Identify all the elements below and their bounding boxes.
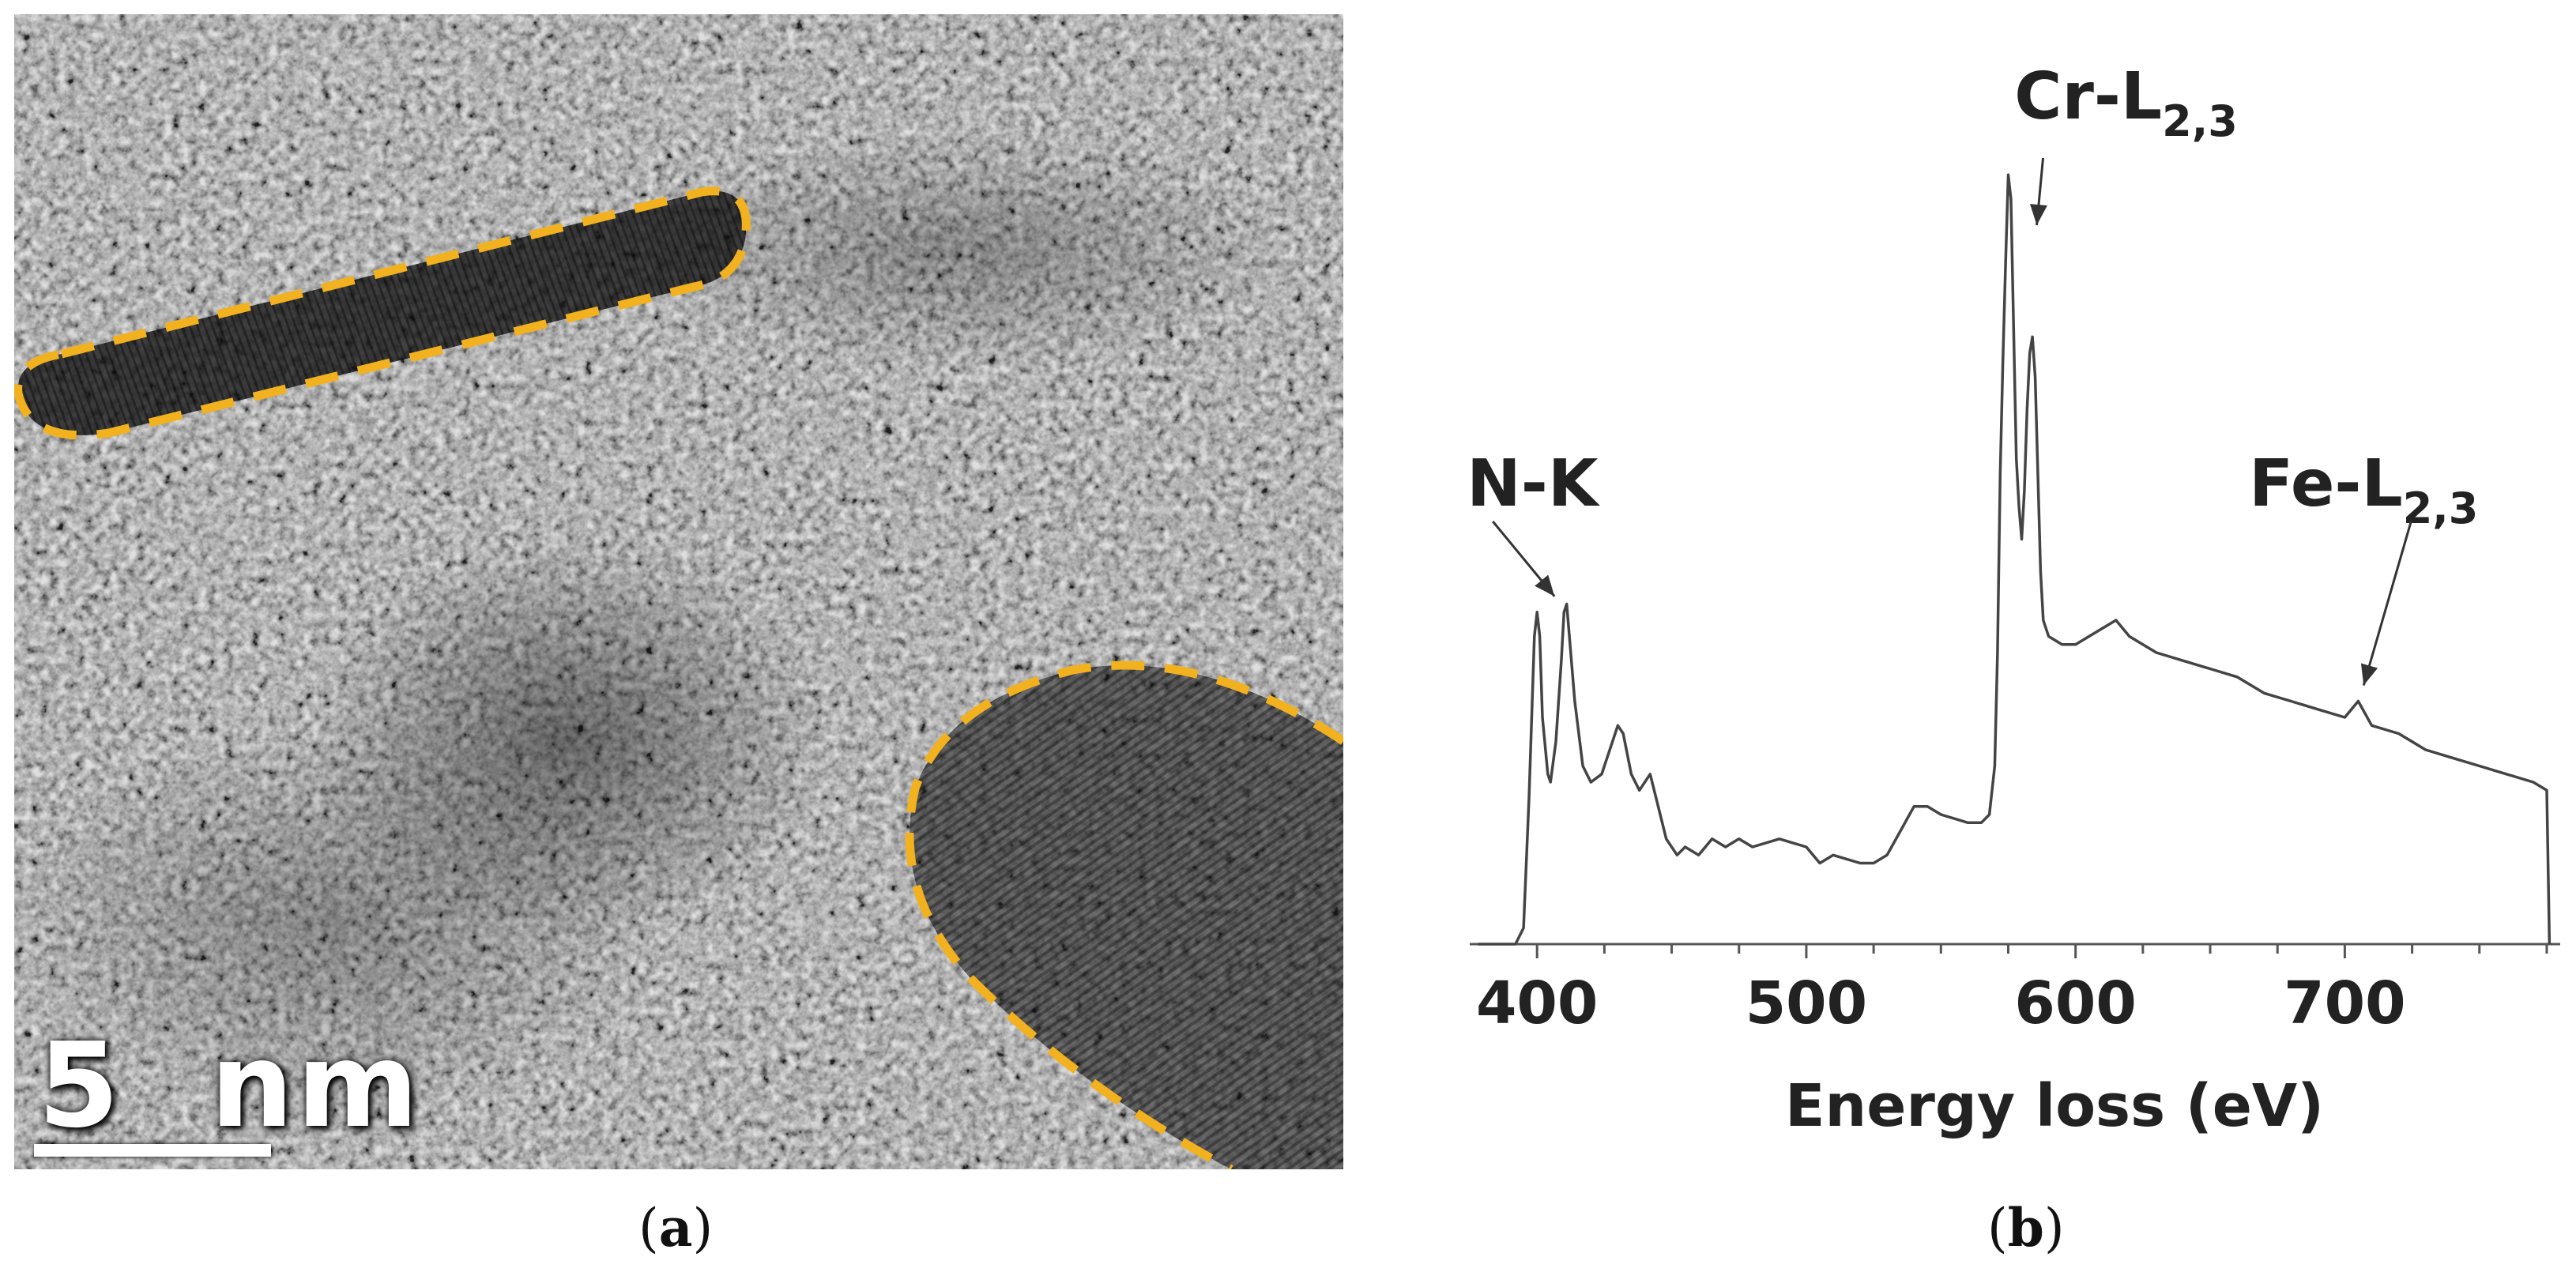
tem-image xyxy=(14,14,1343,1169)
spectrum-line xyxy=(1478,173,2552,946)
peak-label-base: Fe-L xyxy=(2249,446,2403,521)
peak-label-base: Cr-L xyxy=(2014,59,2162,134)
peak-arrow-head xyxy=(2030,204,2047,225)
caption-b: (b) xyxy=(1987,1197,2065,1259)
caption-a-letter: a xyxy=(658,1197,693,1259)
x-tick-label: 700 xyxy=(2284,969,2405,1037)
peak-label: Cr-L2,3 xyxy=(2014,59,2238,146)
caption-a: (a) xyxy=(638,1197,714,1259)
eels-spectrum-chart: 400 500 600 700 N-K Cr-L2,3 Fe-L2,3 Energy lo… xyxy=(1391,0,2576,1185)
caption-b-letter: b xyxy=(2007,1197,2044,1259)
peak-arrow xyxy=(2362,521,2412,686)
x-tick-label: 600 xyxy=(2014,969,2136,1037)
peak-label: N-K xyxy=(1467,446,1601,521)
tem-micrograph: 5 nm xyxy=(14,14,1343,1169)
chart-annotations: N-KCr-L2,3Fe-L2,3 xyxy=(1467,59,2478,686)
chart-axis: 400 500 600 700 xyxy=(1470,943,2560,1037)
chart-series-layer xyxy=(1478,173,2552,946)
peak-label-base: N-K xyxy=(1467,446,1601,521)
peak-label: Fe-L2,3 xyxy=(2249,446,2478,533)
peak-label-subscript: 2,3 xyxy=(2403,484,2479,533)
peak-label-subscript: 2,3 xyxy=(2162,96,2238,146)
grain-outline-round xyxy=(905,660,1343,1169)
x-axis-title: Energy loss (eV) xyxy=(1785,1072,2324,1140)
x-tick-label: 400 xyxy=(1476,969,1598,1037)
scale-bar-label: 5 nm xyxy=(38,1018,422,1153)
peak-arrow-head xyxy=(2360,663,2378,686)
scale-bar xyxy=(34,1144,271,1157)
peak-arrow-head xyxy=(1535,574,1555,596)
grain-outline-elongated xyxy=(14,186,751,440)
chart-svg: 400 500 600 700 N-KCr-L2,3Fe-L2,3 Energy lo… xyxy=(1467,59,2560,1140)
x-tick-label: 500 xyxy=(1746,969,1867,1037)
